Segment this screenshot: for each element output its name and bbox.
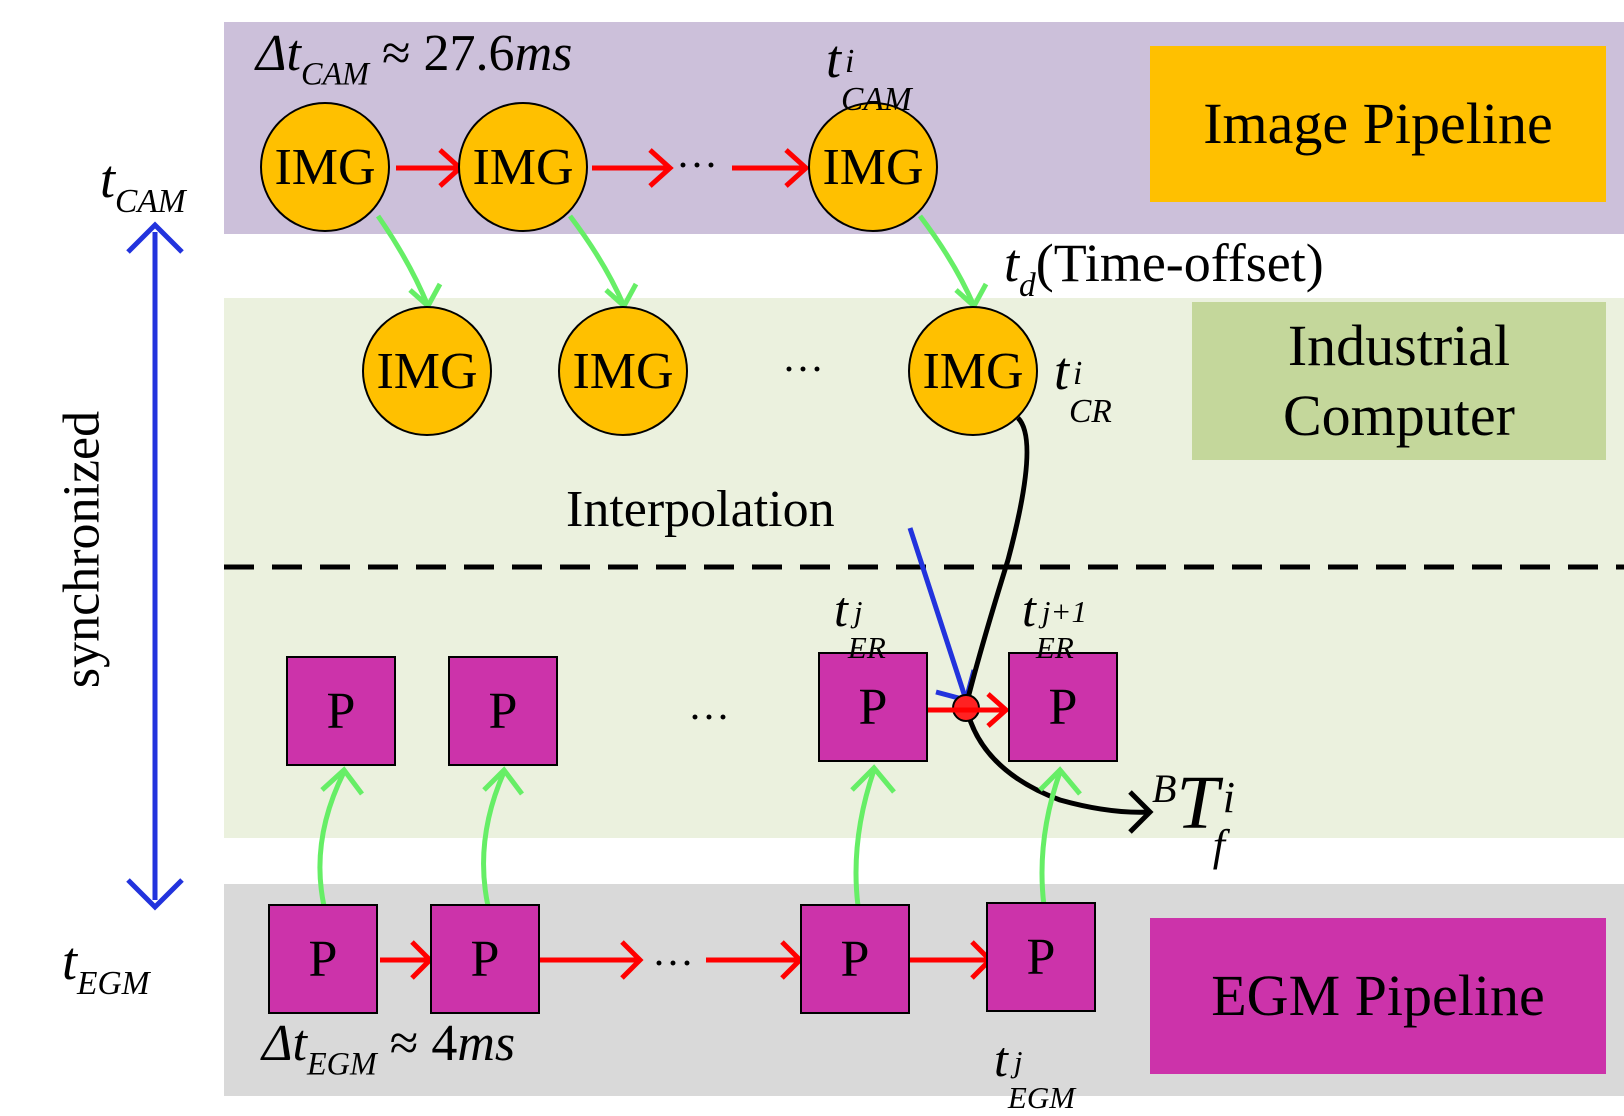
dt-cam-unit: ms — [514, 25, 573, 82]
btf-output-label: BT i f — [1152, 760, 1259, 870]
t-er-j1-sup: j+1 — [1041, 594, 1087, 629]
btf-base: T — [1176, 761, 1219, 845]
t-er-j-label: t j ER — [834, 580, 898, 665]
t-egm-base: t — [62, 931, 78, 991]
egm-ellipsis: ··· — [652, 941, 694, 987]
t-egm-sub: EGM — [77, 965, 150, 1003]
t-cr-sup: i — [1073, 355, 1083, 392]
td-base: t — [1004, 233, 1020, 293]
egm-pipeline-label: EGM Pipeline — [1150, 918, 1606, 1074]
btf-sub: f — [1212, 821, 1225, 870]
t-cam-i-sup: i — [845, 43, 855, 80]
img-node-cam-1: IMG — [260, 102, 390, 232]
synchronized-label: synchronized — [53, 410, 111, 689]
industrial-img-ellipsis: ··· — [782, 347, 824, 393]
t-er-j1-label: t j+1 ER — [1022, 580, 1106, 665]
t-er-j1-base: t — [1022, 581, 1036, 637]
pose-node-egm-1: P — [268, 904, 378, 1014]
t-egm-j-base: t — [994, 1031, 1008, 1087]
dt-cam-value: ≈ 27.6 — [382, 25, 515, 82]
sync-arrow — [126, 221, 184, 911]
img-node-cr-2: IMG — [558, 306, 688, 436]
image-pipeline-label: Image Pipeline — [1150, 46, 1606, 202]
t-er-j-sup: j — [853, 594, 863, 629]
t-cam-base: t — [100, 149, 116, 209]
t-egm-axis-label: tEGM — [62, 930, 150, 1003]
pose-node-egm-j: P — [986, 902, 1096, 1012]
dt-egm-sub: EGM — [306, 1045, 377, 1082]
t-egm-j-sup: j — [1013, 1044, 1023, 1079]
dt-cam-prefix: Δt — [256, 25, 301, 82]
pose-node-er-2: P — [448, 656, 558, 766]
pose-node-er-j: P — [818, 652, 928, 762]
dt-cam-sub: CAM — [300, 55, 370, 92]
t-er-j-base: t — [834, 581, 848, 637]
img-node-cr-1: IMG — [362, 306, 492, 436]
time-offset-label: td(Time-offset) — [1004, 232, 1324, 305]
t-er-j1-sub: ER — [1035, 630, 1074, 665]
td-text: (Time-offset) — [1035, 233, 1324, 293]
t-er-j-sub: ER — [847, 630, 886, 665]
dt-egm-value: ≈ 4 — [389, 1015, 458, 1072]
industrial-pose-ellipsis: ··· — [688, 695, 730, 741]
pose-node-egm-2: P — [430, 904, 540, 1014]
t-cam-sub: CAM — [115, 183, 186, 221]
t-cr-sub: CR — [1069, 393, 1112, 430]
td-sub: d — [1019, 267, 1036, 305]
t-cam-i-base: t — [826, 29, 842, 89]
egm-transfer-arrows — [317, 764, 1082, 907]
t-egm-j-label: t j EGM — [994, 1030, 1088, 1115]
t-cr-label: t i CR — [1054, 340, 1129, 430]
camera-transfer-arrows — [375, 214, 989, 310]
pose-node-egm-j-minus: P — [800, 904, 910, 1014]
dt-egm-unit: ms — [457, 1015, 516, 1072]
t-cam-axis-label: tCAM — [100, 148, 186, 221]
img-node-cam-i: IMG — [808, 102, 938, 232]
img-node-cam-2: IMG — [458, 102, 588, 232]
pose-node-er-1: P — [286, 656, 396, 766]
camera-ellipsis: ··· — [676, 143, 718, 189]
dt-cam-label: ΔtCAM ≈ 27.6ms — [256, 24, 572, 93]
t-cam-i-label: t i CAM — [826, 28, 931, 118]
t-egm-j-sub: EGM — [1007, 1080, 1076, 1115]
btf-sup: i — [1222, 773, 1235, 822]
dt-egm-prefix: Δt — [262, 1015, 307, 1072]
camera-flow-arrows — [396, 148, 810, 188]
t-cr-base: t — [1054, 341, 1070, 401]
pose-node-er-j1: P — [1008, 652, 1118, 762]
er-flow-arrow — [928, 692, 1010, 728]
dt-egm-label: ΔtEGM ≈ 4ms — [262, 1014, 515, 1083]
t-cam-i-sub: CAM — [841, 81, 912, 118]
btf-pre: B — [1152, 766, 1177, 811]
img-node-cr-i: IMG — [908, 306, 1038, 436]
industrial-computer-label: Industrial Computer — [1192, 302, 1606, 460]
interpolation-label: Interpolation — [566, 481, 835, 538]
